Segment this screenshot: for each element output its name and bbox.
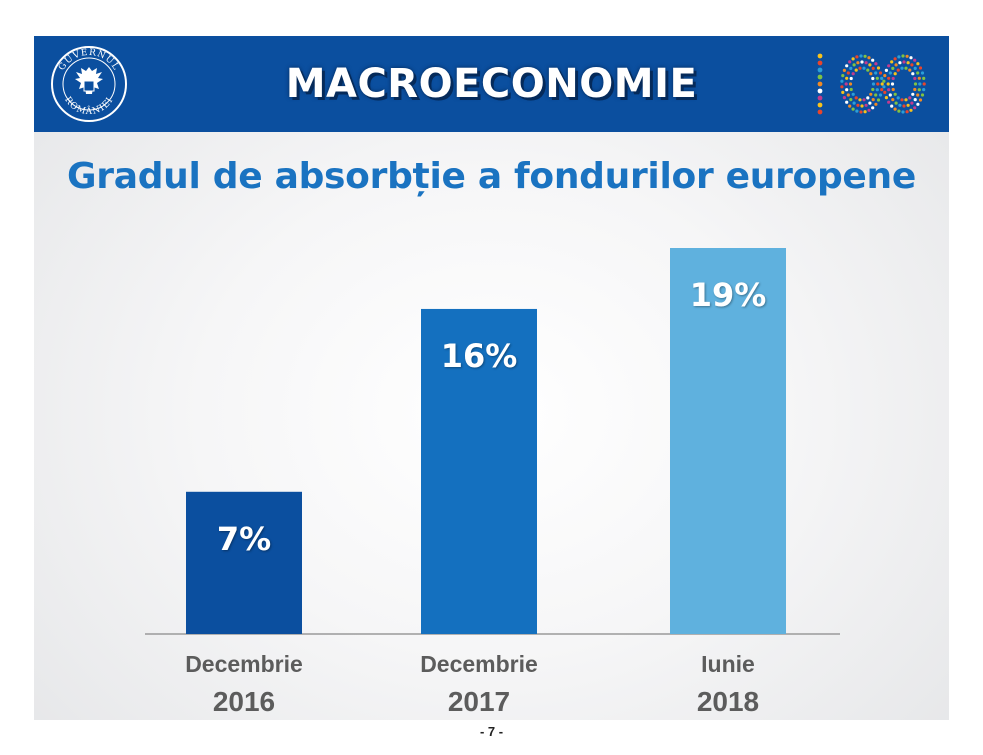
category-label-0-line-1: 2016 xyxy=(213,686,275,717)
data-label-2: 19% xyxy=(690,276,767,314)
centenary-100-logo-icon xyxy=(817,53,926,115)
data-label-1: 16% xyxy=(441,337,518,375)
bar-0 xyxy=(186,491,302,634)
data-label-0: 7% xyxy=(217,520,271,558)
category-label-1-line-1: 2017 xyxy=(448,686,510,717)
header-bar: GUVERNUL ROMÂNIEI MACROECONOMIE xyxy=(34,36,949,132)
bar-1 xyxy=(421,308,537,634)
chart-title: Gradul de absorbție a fondurilor europen… xyxy=(67,156,916,197)
government-seal-icon: GUVERNUL ROMÂNIEI xyxy=(51,46,127,122)
category-label-1-line-0: Decembrie xyxy=(420,651,538,677)
category-label-2-line-0: Iunie xyxy=(701,651,755,677)
category-label-2-line-1: 2018 xyxy=(697,686,759,717)
category-label-0-line-0: Decembrie xyxy=(185,651,303,677)
bar-2 xyxy=(670,248,786,634)
page-number: - 7 - xyxy=(479,724,504,739)
header-title: MACROECONOMIE xyxy=(285,61,698,107)
